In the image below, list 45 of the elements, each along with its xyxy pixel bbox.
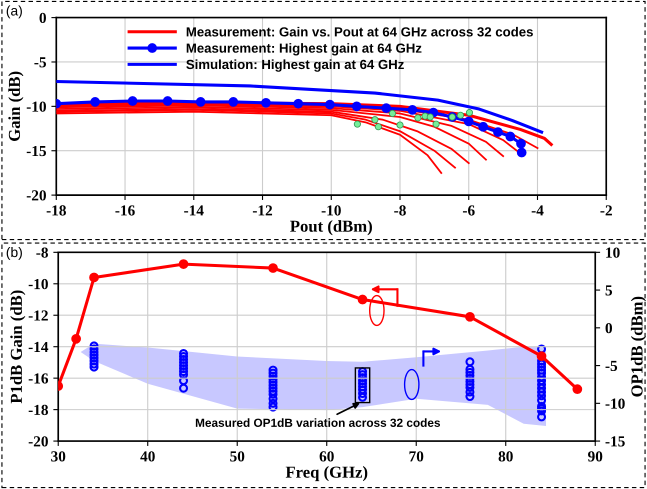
- legend-label: Measurement: Highest gain at 64 GHz: [186, 43, 422, 56]
- x-axis-title: Freq (GHz): [286, 466, 368, 482]
- x-tick-label: 70: [409, 451, 424, 462]
- y-tick-label: -5: [34, 57, 46, 68]
- x-tick-label: -12: [252, 205, 272, 216]
- x-tick-label: -2: [600, 205, 612, 216]
- y2-axis-title: OP1dB (dBm): [630, 296, 646, 397]
- annotation: Measured OP1dB variation across 32 codes: [196, 418, 440, 427]
- y-axis-title: P1dB Gain (dB): [10, 290, 26, 404]
- y2-tick-label: 0: [606, 322, 612, 334]
- x-tick-label: -10: [322, 205, 341, 216]
- y2-tick-label: 10: [606, 247, 620, 258]
- y-tick-label: -10: [26, 102, 46, 112]
- x-tick-label: 30: [51, 451, 66, 462]
- y-tick-label: -20: [28, 436, 48, 447]
- y-tick-label: -20: [26, 190, 46, 201]
- legend-label: Simulation: Highest gain at 64 GHz: [186, 59, 404, 72]
- x-tick-label: -14: [184, 205, 204, 216]
- x-tick-label: 40: [140, 451, 155, 462]
- y-tick-label: -12: [28, 310, 48, 321]
- text: (a): [6, 5, 22, 18]
- y-tick-label: -8: [36, 247, 48, 258]
- x-tick-label: -16: [115, 205, 135, 216]
- x-tick-label: 90: [588, 451, 602, 462]
- y-tick-label: -16: [28, 373, 48, 384]
- y2-tick-label: -10: [606, 398, 625, 409]
- x-tick-label: 50: [230, 451, 244, 462]
- x-tick-label: -8: [394, 205, 406, 216]
- x-tick-label: 80: [498, 451, 513, 462]
- y-tick-label: -14: [28, 342, 48, 352]
- text: (b): [6, 246, 22, 260]
- x-tick-label: -6: [462, 205, 475, 216]
- x-axis-title: Pout (dBm): [290, 220, 372, 236]
- y2-tick-label: -15: [606, 436, 625, 447]
- x-tick-label: -4: [532, 205, 544, 216]
- legend-label: Measurement: Gain vs. Pout at 64 GHz across 32 codes: [186, 26, 533, 37]
- y2-tick-label: -5: [606, 360, 618, 372]
- y-axis-title: Gain (dB): [8, 72, 24, 141]
- y2-tick-label: 5: [606, 285, 612, 296]
- x-tick-label: -18: [46, 205, 66, 216]
- x-tick-label: 60: [320, 451, 334, 462]
- y-tick-label: -15: [26, 146, 46, 156]
- y-tick-label: -10: [28, 278, 48, 290]
- y-tick-label: -18: [28, 404, 48, 416]
- y-tick-label: 0: [40, 12, 46, 24]
